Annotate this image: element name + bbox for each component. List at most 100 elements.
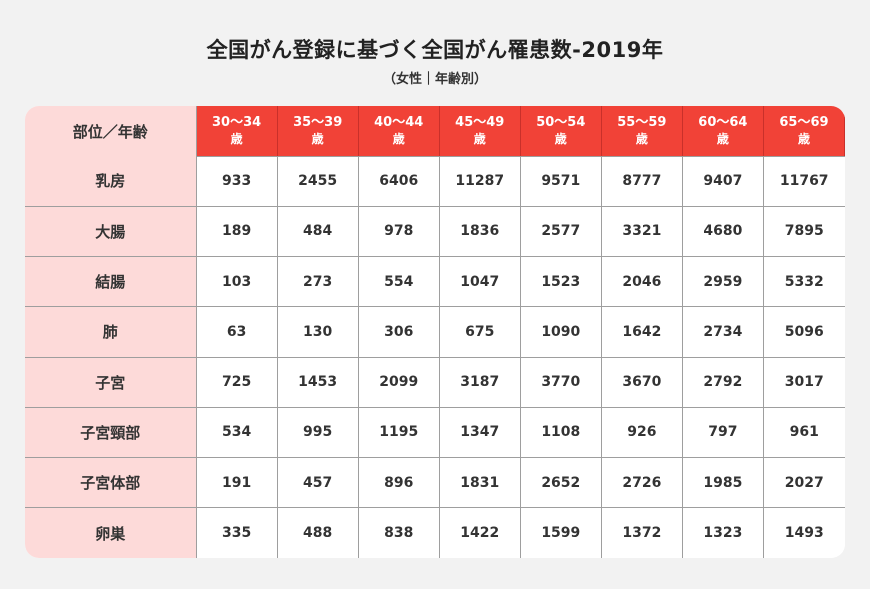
table-cell: 2734 [681, 306, 764, 358]
table-cell: 1985 [681, 456, 764, 509]
table-cell: 2455 [276, 155, 359, 207]
table-cell: 63 [195, 306, 278, 358]
table-cell: 3187 [438, 356, 521, 408]
site-label: 卵巣 [25, 507, 197, 558]
table-cell: 189 [195, 205, 278, 258]
table-row: 卵巣 335 488 838 1422 1599 1372 1323 1493 [25, 507, 845, 558]
age-range: 55〜59 [617, 114, 667, 130]
table-cell: 9571 [519, 155, 602, 207]
table-cell: 2046 [600, 255, 683, 308]
table-cell: 3770 [519, 356, 602, 408]
table-row: 子宮 725 1453 2099 3187 3770 3670 2792 301… [25, 356, 845, 408]
table-cell: 1523 [519, 255, 602, 308]
table-cell: 725 [195, 356, 278, 408]
table-cell: 484 [276, 205, 359, 258]
site-label: 子宮頸部 [25, 406, 197, 459]
site-label: 結腸 [25, 255, 197, 308]
table-cell: 1323 [681, 507, 764, 558]
table-cell: 1108 [519, 406, 602, 459]
age-unit: 歳 [554, 131, 567, 146]
table-cell: 1493 [762, 507, 845, 558]
table-cell: 675 [438, 306, 521, 358]
age-header: 45〜49 歳 [438, 106, 521, 157]
table-cell: 3670 [600, 356, 683, 408]
age-header: 30〜34 歳 [195, 106, 278, 157]
age-range: 30〜34 [212, 114, 262, 130]
age-unit: 歳 [635, 131, 648, 146]
incidence-table-container: 部位／年齢 30〜34 歳 35〜39 歳 40〜44 歳 45〜49 歳 50〜54 歳… [25, 106, 845, 558]
table-cell: 335 [195, 507, 278, 558]
table-cell: 1453 [276, 356, 359, 408]
header-row: 部位／年齢 30〜34 歳 35〜39 歳 40〜44 歳 45〜49 歳 50〜54 歳… [25, 106, 845, 157]
age-range: 60〜64 [698, 114, 748, 130]
table-cell: 3321 [600, 205, 683, 258]
table-cell: 9407 [681, 155, 764, 207]
age-unit: 歳 [473, 131, 486, 146]
site-label: 乳房 [25, 156, 197, 207]
age-unit: 歳 [716, 131, 729, 146]
table-cell: 978 [357, 205, 440, 258]
table-cell: 3017 [762, 356, 845, 408]
site-label: 肺 [25, 306, 197, 358]
table-row: 乳房 933 2455 6406 11287 9571 8777 9407 11… [25, 155, 845, 207]
table-row: 結腸 103 273 554 1047 1523 2046 2959 5332 [25, 255, 845, 308]
site-label: 子宮体部 [25, 456, 197, 509]
table-cell: 2792 [681, 356, 764, 408]
table-cell: 6406 [357, 155, 440, 207]
age-range: 50〜54 [536, 114, 586, 130]
table-cell: 8777 [600, 155, 683, 207]
table-cell: 103 [195, 255, 278, 308]
table-cell: 2027 [762, 456, 845, 509]
table-cell: 488 [276, 507, 359, 558]
table-cell: 1090 [519, 306, 602, 358]
table-cell: 191 [195, 456, 278, 509]
table-cell: 2652 [519, 456, 602, 509]
age-range: 65〜69 [779, 114, 829, 130]
table-cell: 5332 [762, 255, 845, 308]
table-cell: 7895 [762, 205, 845, 258]
table-cell: 961 [762, 406, 845, 459]
table-cell: 2959 [681, 255, 764, 308]
table-row: 子宮頸部 534 995 1195 1347 1108 926 797 961 [25, 406, 845, 459]
table-cell: 995 [276, 406, 359, 459]
corner-header: 部位／年齢 [25, 106, 197, 156]
age-header: 55〜59 歳 [600, 106, 683, 157]
age-header: 60〜64 歳 [681, 106, 764, 157]
table-cell: 4680 [681, 205, 764, 258]
age-header: 35〜39 歳 [276, 106, 359, 157]
site-label: 子宮 [25, 356, 197, 408]
age-unit: 歳 [230, 131, 243, 146]
table-cell: 130 [276, 306, 359, 358]
table-row: 肺 63 130 306 675 1090 1642 2734 5096 [25, 306, 845, 358]
table-cell: 5096 [762, 306, 845, 358]
age-unit: 歳 [311, 131, 324, 146]
table-cell: 554 [357, 255, 440, 308]
table-cell: 11767 [762, 155, 845, 207]
page-subtitle: （女性｜年齢別） [382, 72, 487, 87]
table-row: 大腸 189 484 978 1836 2577 3321 4680 7895 [25, 205, 845, 258]
age-unit: 歳 [797, 131, 810, 146]
table-cell: 11287 [438, 155, 521, 207]
table-row: 子宮体部 191 457 896 1831 2652 2726 1985 202… [25, 456, 845, 509]
table-cell: 2099 [357, 356, 440, 408]
table-cell: 2577 [519, 205, 602, 258]
table-cell: 1831 [438, 456, 521, 509]
table-cell: 838 [357, 507, 440, 558]
age-range: 45〜49 [455, 114, 505, 130]
table-cell: 273 [276, 255, 359, 308]
table-cell: 1047 [438, 255, 521, 308]
table-cell: 797 [681, 406, 764, 459]
age-range: 40〜44 [374, 114, 424, 130]
age-header: 40〜44 歳 [357, 106, 440, 157]
table-cell: 933 [195, 155, 278, 207]
table-cell: 457 [276, 456, 359, 509]
table-cell: 1642 [600, 306, 683, 358]
page-title: 全国がん登録に基づく全国がん罹患数-2019年 [206, 38, 664, 62]
age-header: 65〜69 歳 [762, 106, 845, 157]
age-header: 50〜54 歳 [519, 106, 602, 157]
table-cell: 1347 [438, 406, 521, 459]
table-cell: 306 [357, 306, 440, 358]
table-cell: 2726 [600, 456, 683, 509]
age-range: 35〜39 [293, 114, 343, 130]
table-cell: 534 [195, 406, 278, 459]
